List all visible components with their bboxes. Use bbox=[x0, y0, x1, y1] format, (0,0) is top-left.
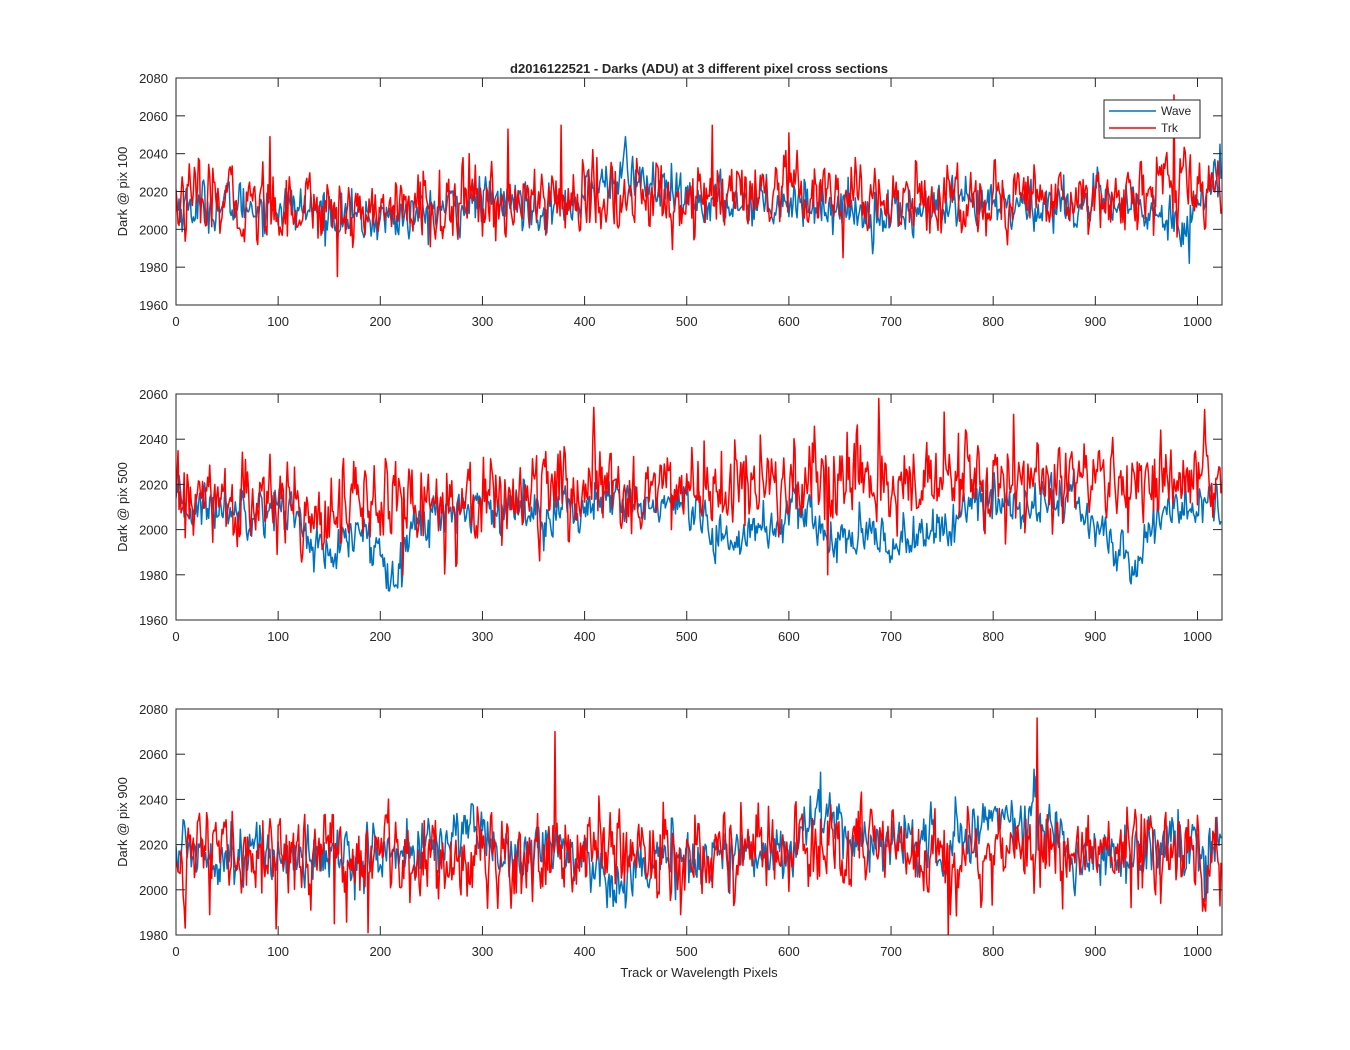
subplot-2: 0 100 200 300 400 500 600 700 800 900 1000 1960 1980… bbox=[115, 387, 1223, 644]
plot-area bbox=[176, 717, 1222, 935]
legend-label-trk: Trk bbox=[1161, 121, 1179, 135]
x-tick-label: 0 bbox=[172, 944, 179, 959]
x-tick-label: 1000 bbox=[1183, 314, 1212, 329]
y-tick-label: 1960 bbox=[139, 298, 168, 313]
y-tick-label: 2040 bbox=[139, 147, 168, 162]
y-tick-label: 2080 bbox=[139, 702, 168, 717]
x-tick-label: 400 bbox=[574, 314, 596, 329]
y-tick-label: 2040 bbox=[139, 792, 168, 807]
x-tick-label: 200 bbox=[369, 629, 391, 644]
series-line-trk bbox=[176, 397, 1222, 576]
x-tick-label: 1000 bbox=[1183, 944, 1212, 959]
x-tick-label: 500 bbox=[676, 314, 698, 329]
x-tick-label: 300 bbox=[472, 629, 494, 644]
axes-box bbox=[175, 393, 1223, 621]
plot-area bbox=[176, 397, 1222, 592]
axes-box bbox=[175, 708, 1223, 936]
x-tick-label: 0 bbox=[172, 314, 179, 329]
x-tick-label: 800 bbox=[982, 629, 1004, 644]
x-axis-label: Track or Wavelength Pixels bbox=[620, 965, 778, 980]
x-tick-label: 400 bbox=[574, 629, 596, 644]
y-tick-label: 2000 bbox=[139, 883, 168, 898]
y-axis-label: Dark @ pix 900 bbox=[115, 777, 130, 867]
y-tick-label: 2020 bbox=[139, 185, 168, 200]
series-line-trk bbox=[176, 717, 1222, 935]
x-tick-label: 700 bbox=[880, 944, 902, 959]
subplots: 0 100 200 300 400 500 600 700 800 900 100019601980… bbox=[115, 71, 1223, 959]
x-tick-label: 0 bbox=[172, 629, 179, 644]
y-tick-label: 2000 bbox=[139, 222, 168, 237]
y-tick-label: 2080 bbox=[139, 71, 168, 86]
x-tick-label: 500 bbox=[676, 629, 698, 644]
x-tick-label: 100 bbox=[267, 629, 289, 644]
y-tick-label: 2000 bbox=[139, 523, 168, 538]
x-tick-label: 700 bbox=[880, 314, 902, 329]
y-tick-label: 2040 bbox=[139, 432, 168, 447]
subplot-3: 0 100 200 300 400 500 600 700 800 900 1000 1980 2000… bbox=[115, 702, 1223, 959]
y-tick-label: 2020 bbox=[139, 838, 168, 853]
x-tick-label: 800 bbox=[982, 944, 1004, 959]
legend-label-wave: Wave bbox=[1161, 104, 1192, 118]
x-tick-label: 900 bbox=[1084, 314, 1106, 329]
y-tick-label: 2060 bbox=[139, 747, 168, 762]
x-tick-label: 200 bbox=[369, 944, 391, 959]
plot-area bbox=[176, 94, 1222, 278]
x-tick-label: 1000 bbox=[1183, 629, 1212, 644]
y-axis-label: Dark @ pix 500 bbox=[115, 462, 130, 552]
x-tick-label: 900 bbox=[1084, 944, 1106, 959]
legend: Wave Trk bbox=[1103, 99, 1201, 139]
x-tick-label: 300 bbox=[472, 944, 494, 959]
y-tick-label: 2020 bbox=[139, 477, 168, 492]
x-tick-label: 300 bbox=[472, 314, 494, 329]
y-tick-label: 1960 bbox=[139, 613, 168, 628]
series-line-trk bbox=[176, 94, 1222, 278]
x-tick-label: 500 bbox=[676, 944, 698, 959]
x-tick-label: 100 bbox=[267, 314, 289, 329]
subplot-1: 0 100 200 300 400 500 600 700 800 900 1000 1960 1980… bbox=[115, 71, 1223, 329]
x-tick-label: 600 bbox=[778, 629, 800, 644]
x-tick-label: 200 bbox=[369, 314, 391, 329]
y-tick-label: 1980 bbox=[139, 928, 168, 943]
x-tick-label: 800 bbox=[982, 314, 1004, 329]
x-tick-label: 600 bbox=[778, 314, 800, 329]
y-tick-label: 2060 bbox=[139, 387, 168, 402]
chart-title: d2016122521 - Darks (ADU) at 3 different… bbox=[510, 61, 888, 76]
y-axis-label: Dark @ pix 100 bbox=[115, 147, 130, 237]
legend-box bbox=[1103, 99, 1201, 139]
y-tick-label: 1980 bbox=[139, 568, 168, 583]
y-tick-label: 2060 bbox=[139, 109, 168, 124]
x-tick-label: 100 bbox=[267, 944, 289, 959]
x-tick-label: 400 bbox=[574, 944, 596, 959]
x-tick-label: 700 bbox=[880, 629, 902, 644]
y-tick-label: 1980 bbox=[139, 260, 168, 275]
x-tick-label: 900 bbox=[1084, 629, 1106, 644]
x-tick-label: 600 bbox=[778, 944, 800, 959]
